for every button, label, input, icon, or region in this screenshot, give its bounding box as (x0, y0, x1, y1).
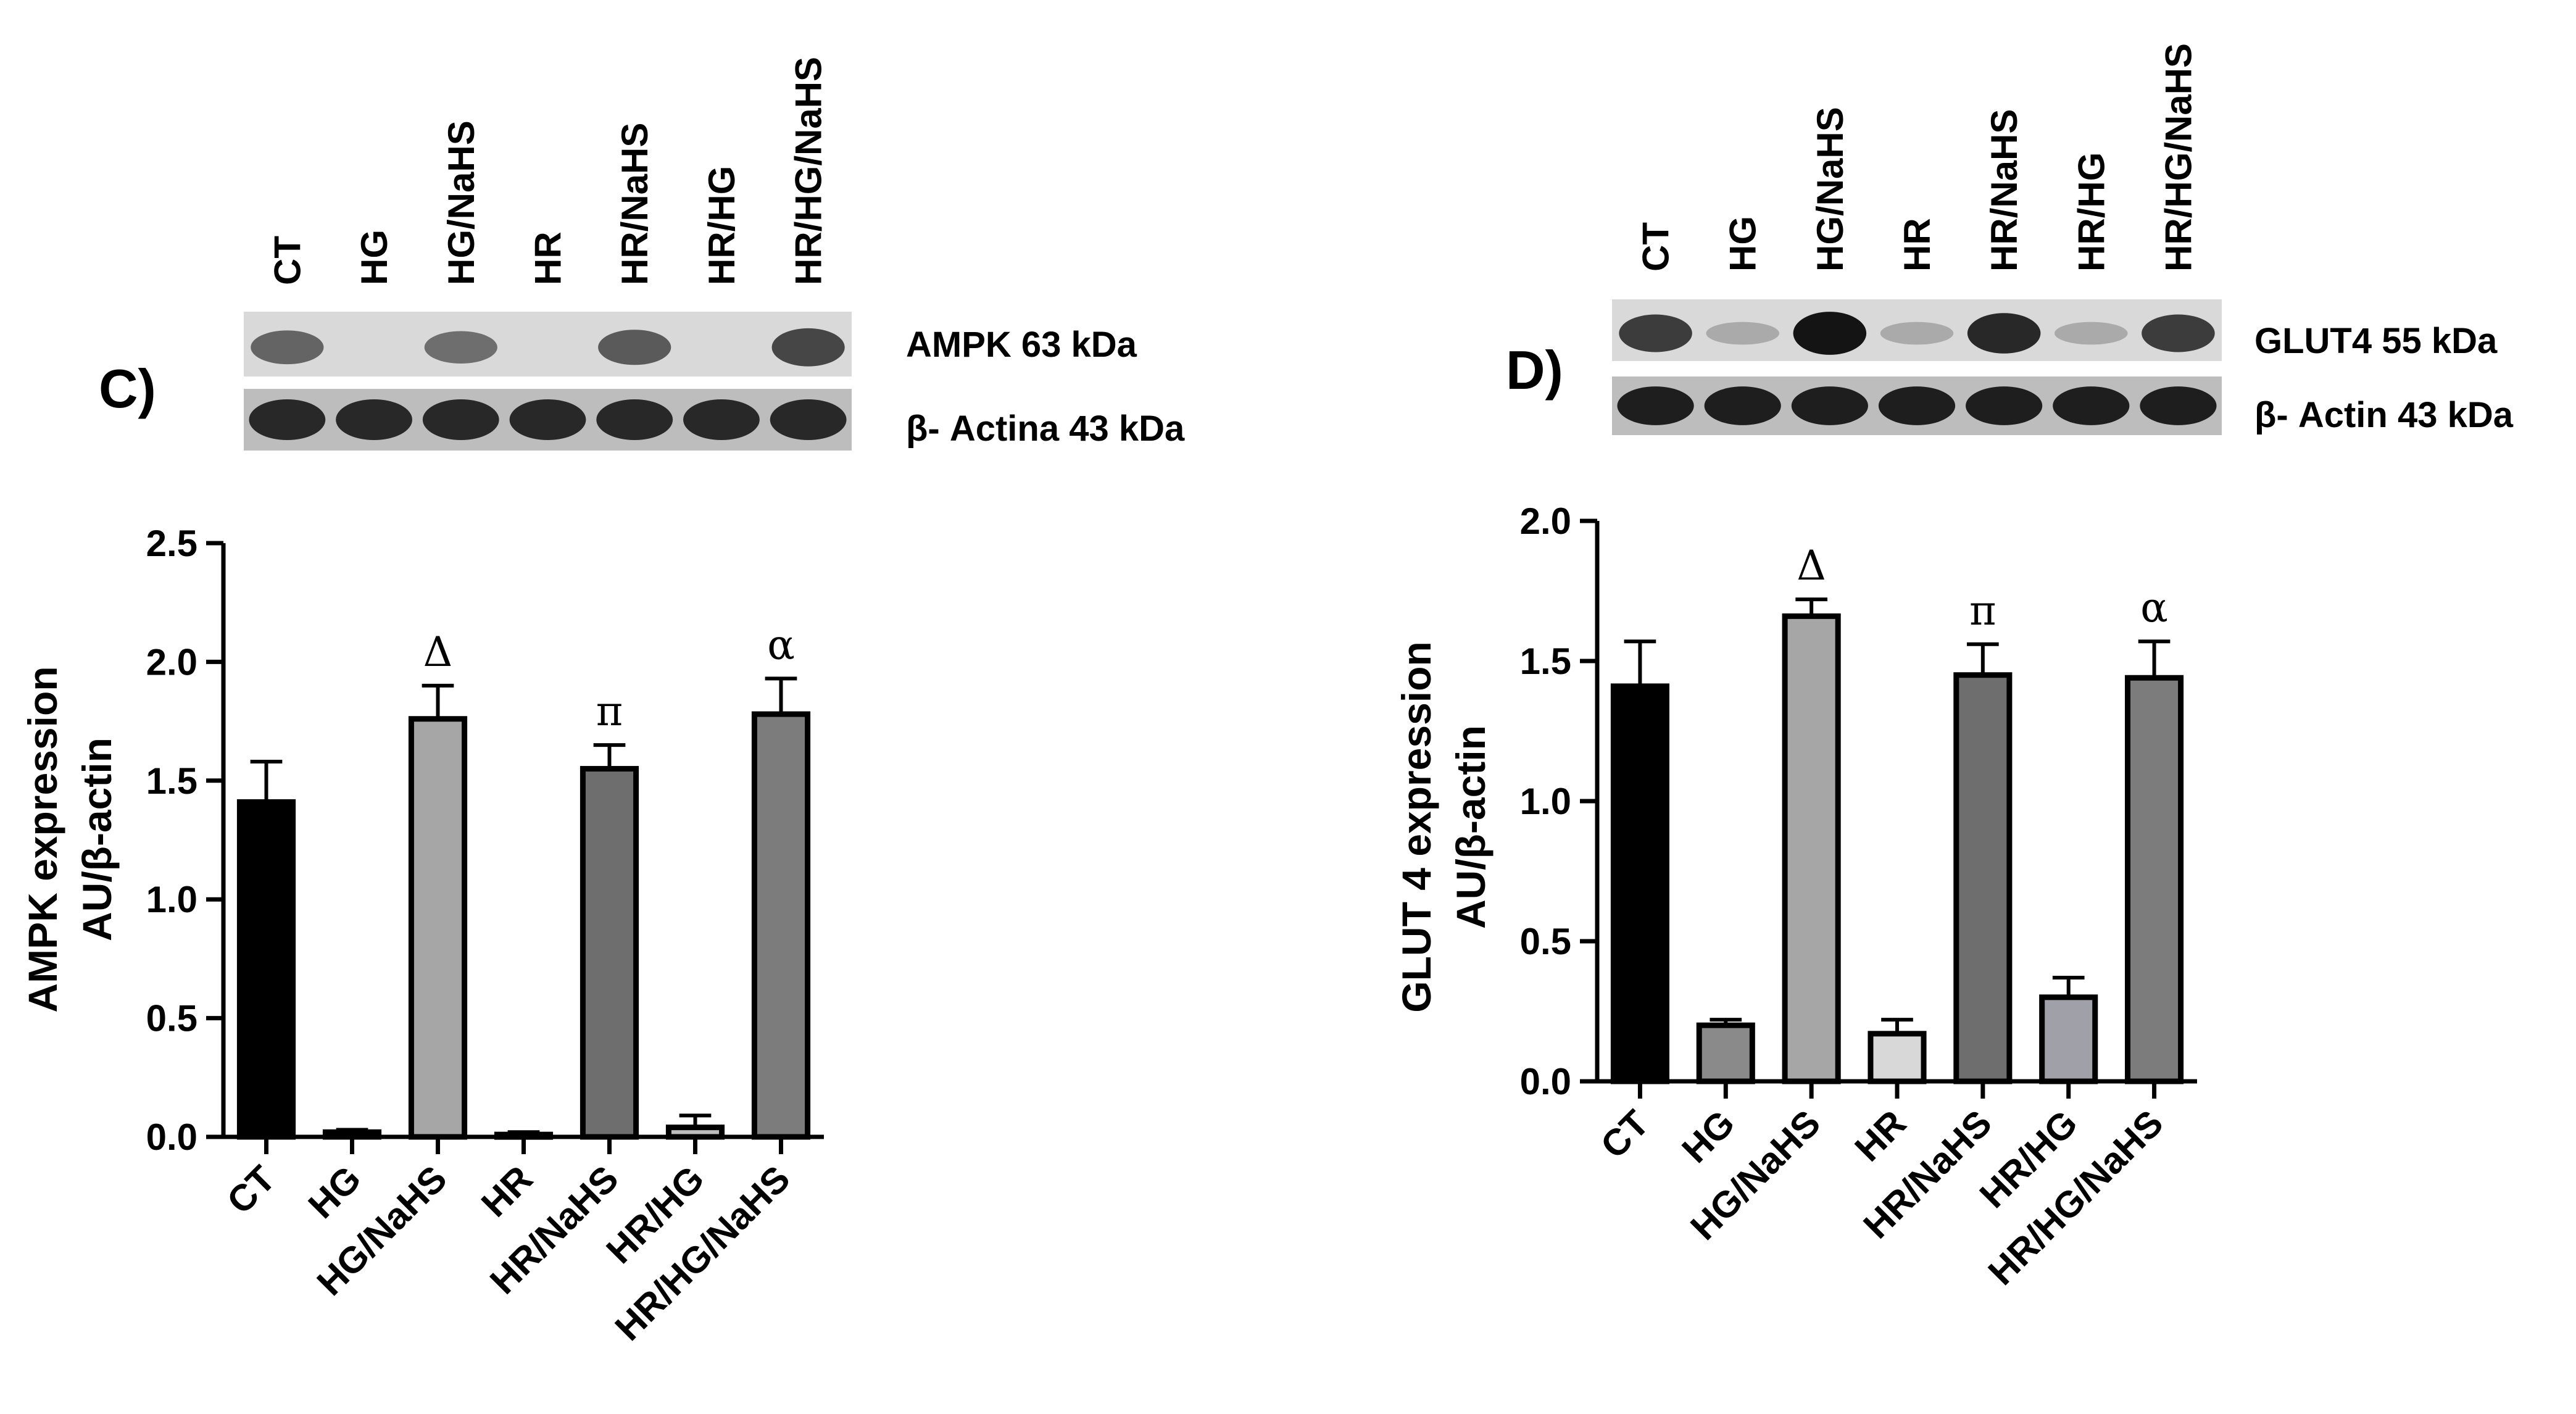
bar (1696, 1022, 1755, 1084)
blot-label-actin: β- Actin 43 kDa (2254, 395, 2514, 435)
y-tick-label: 1.5 (1520, 641, 1571, 682)
bar (580, 766, 639, 1140)
blot-lane-label: HR (1897, 218, 1938, 272)
blot-band-target (424, 331, 497, 364)
x-tick-label: HG (1674, 1102, 1742, 1171)
bar (494, 1131, 554, 1140)
y-tick-label: 0.0 (1520, 1061, 1571, 1102)
y-axis-title-c-line2: AU/β-actin (74, 738, 120, 941)
bar (322, 1129, 382, 1140)
x-tick-label: CT (219, 1158, 283, 1222)
y-tick-label: 0.0 (146, 1117, 197, 1158)
western-blot-d: CT HG HG/NaHS HR HR/NaHS HR/HG HR/HG/NaHS (1612, 43, 2222, 435)
blot-lane-label: HR/NaHS (614, 123, 655, 285)
blot-band-actin (509, 399, 586, 440)
x-tick-label: HG (301, 1158, 369, 1226)
blot-band-actin (249, 399, 326, 440)
bar (2039, 994, 2098, 1084)
x-tick-label: CT (1593, 1102, 1657, 1167)
y-axis-title-c-line1: AMPK expression (20, 666, 65, 1012)
y-tick-label: 2.5 (146, 523, 197, 564)
bar (1782, 613, 1841, 1084)
y-tick-label: 0.5 (1520, 921, 1571, 962)
blot-lane-label: HG/NaHS (1809, 107, 1851, 272)
blot-band-actin (1966, 386, 2043, 425)
western-blot-c: CT HG HG/NaHS HR HR/NaHS HR/HG HR/HG/NaHS (244, 57, 852, 451)
significance-symbol: Δ (423, 628, 453, 676)
y-tick-label: 1.5 (146, 760, 197, 802)
blot-band-actin (770, 399, 847, 440)
blot-lane-label: HR (528, 231, 569, 285)
blot-band-target (598, 330, 671, 365)
blot-lane-label: CT (1635, 222, 1677, 272)
blot-band-actin (1878, 386, 1956, 425)
blot-band-target (2142, 314, 2215, 352)
blot-lane-label: HG (354, 230, 395, 285)
bar (1868, 1031, 1927, 1084)
y-axis-title-d-line2: AU/β-actin (1448, 725, 1494, 929)
blot-label-glut4: GLUT4 55 kDa (2254, 321, 2498, 361)
blot-lane-label: CT (267, 236, 308, 285)
blot-band-target (1967, 313, 2041, 354)
y-tick-label: 2.0 (1520, 501, 1571, 542)
bar (2125, 675, 2184, 1084)
blot-band-target (1706, 322, 1779, 345)
blot-band-actin (2053, 386, 2130, 425)
bar (665, 1125, 725, 1140)
bar (751, 711, 811, 1140)
bar (1610, 683, 1669, 1084)
y-axis-title-d-line1: GLUT 4 expression (1394, 641, 1439, 1013)
x-tick-label: HR (473, 1158, 541, 1225)
blot-band-target (1619, 314, 1692, 352)
blot-label-actina: β- Actina 43 kDa (906, 409, 1185, 449)
blot-band-target (1880, 322, 1954, 345)
blot-lane-label: HR/HG/NaHS (2158, 43, 2199, 272)
blot-lane-label: HR/HG (701, 166, 742, 285)
significance-symbol: α (767, 621, 795, 668)
blot-band-target (1793, 312, 1867, 355)
y-tick-label: 1.0 (1520, 781, 1571, 822)
y-tick-label: 2.0 (146, 641, 197, 683)
bar (408, 716, 468, 1140)
blot-band-actin (683, 399, 760, 440)
significance-symbol: Δ (1797, 542, 1826, 589)
bar (236, 799, 296, 1140)
blot-band-actin (422, 399, 499, 440)
blot-band-target (771, 328, 845, 367)
significance-symbol: π (1969, 587, 1996, 634)
panel-label-c: C) (99, 358, 156, 419)
significance-symbol: α (2140, 584, 2168, 631)
blot-band-target (251, 330, 324, 365)
x-tick-label: HR (1847, 1102, 1914, 1170)
y-tick-label: 0.5 (146, 998, 197, 1039)
blot-band-actin (596, 399, 673, 440)
blot-band-target (2055, 322, 2128, 345)
y-tick-label: 1.0 (146, 879, 197, 920)
blot-lane-label: HR/NaHS (1984, 109, 2025, 272)
blot-strip-top (244, 312, 852, 376)
blot-lane-label: HG (1722, 216, 1764, 272)
blot-label-ampk: AMPK 63 kDa (906, 325, 1137, 365)
bar (1953, 672, 2013, 1084)
blot-band-actin (1617, 386, 1694, 425)
significance-symbol: π (596, 688, 623, 735)
blot-lane-label: HG/NaHS (441, 120, 482, 285)
blot-band-actin (1704, 386, 1781, 425)
blot-lane-label: HR/HG/NaHS (788, 57, 829, 285)
blot-lane-label: HR/HG (2071, 152, 2112, 272)
blot-band-actin (336, 399, 412, 440)
panel-label-d: D) (1506, 339, 1563, 401)
blot-band-actin (1791, 386, 1868, 425)
blot-band-actin (2140, 386, 2217, 425)
